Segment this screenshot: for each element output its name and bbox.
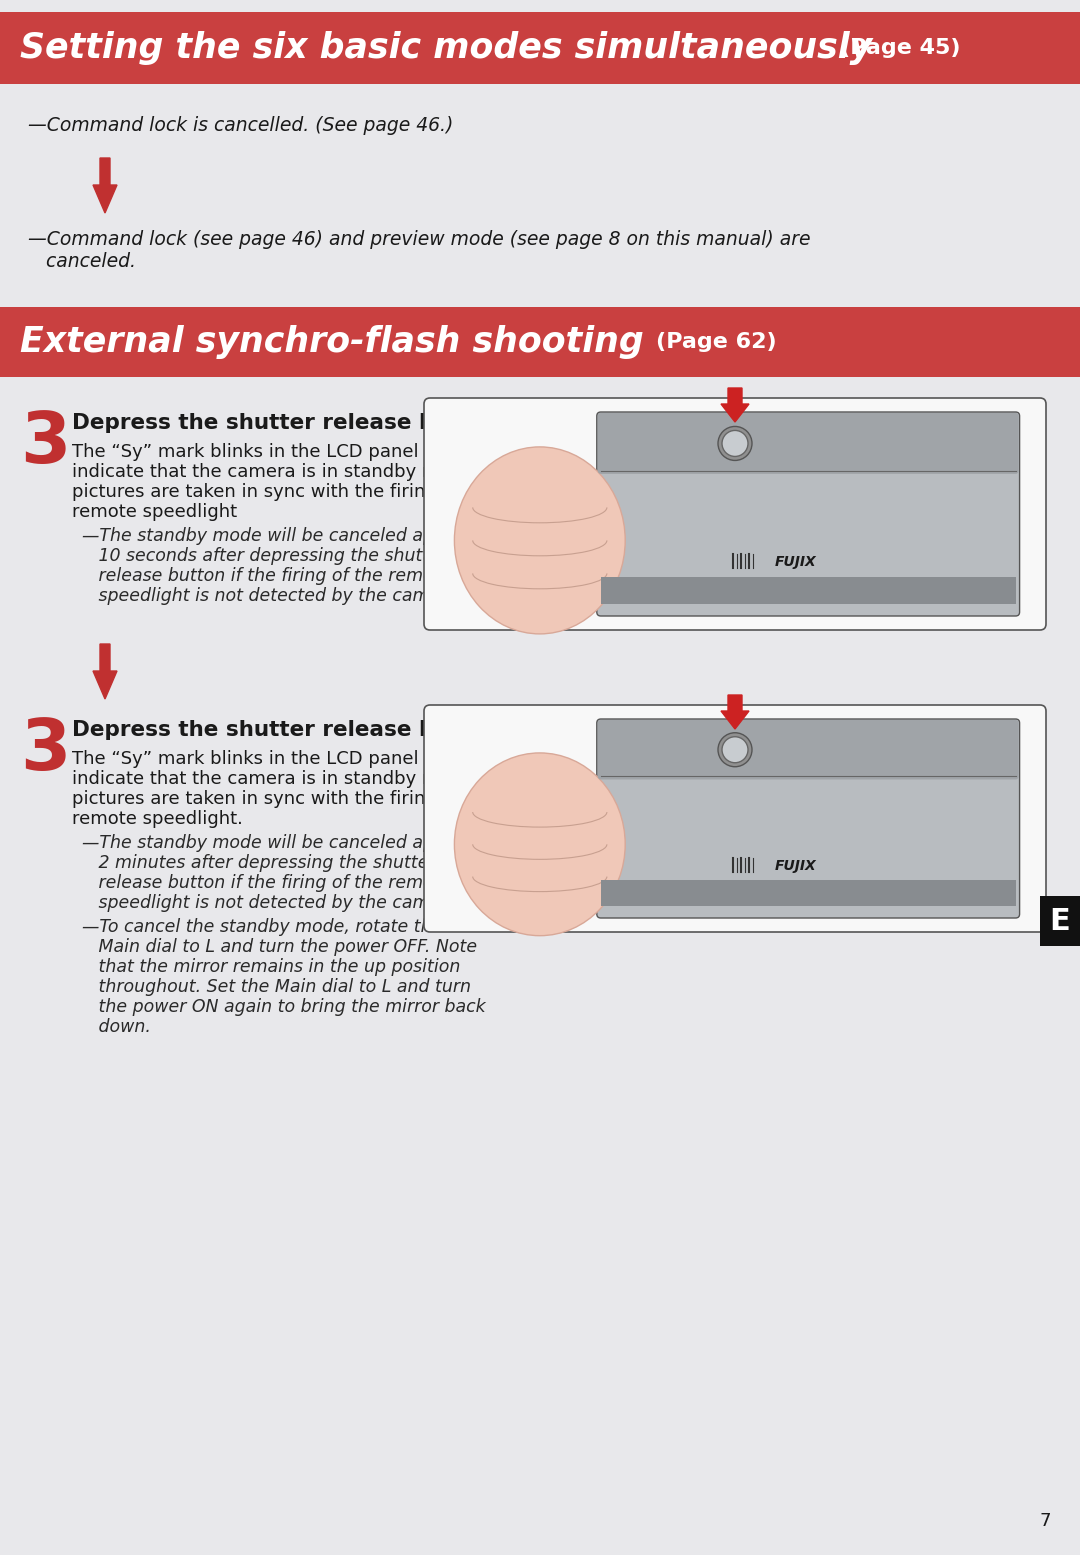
Text: —Command lock is cancelled. (See page 46.): —Command lock is cancelled. (See page 46… bbox=[28, 117, 454, 135]
Ellipse shape bbox=[455, 446, 625, 634]
Text: E: E bbox=[1050, 907, 1070, 936]
Circle shape bbox=[718, 426, 752, 460]
Circle shape bbox=[723, 431, 748, 457]
Text: canceled.: canceled. bbox=[28, 252, 136, 271]
Text: Main dial to L and turn the power OFF. Note: Main dial to L and turn the power OFF. N… bbox=[82, 938, 477, 956]
FancyBboxPatch shape bbox=[598, 720, 1018, 779]
Text: 3: 3 bbox=[21, 409, 70, 477]
FancyBboxPatch shape bbox=[0, 12, 1080, 84]
Text: release button if the firing of the remote: release button if the firing of the remo… bbox=[82, 568, 451, 585]
Text: Depress the shutter release button.: Depress the shutter release button. bbox=[72, 414, 509, 432]
Text: that the mirror remains in the up position: that the mirror remains in the up positi… bbox=[82, 958, 460, 977]
Text: The “Sy” mark blinks in the LCD panel to: The “Sy” mark blinks in the LCD panel to bbox=[72, 443, 443, 460]
FancyBboxPatch shape bbox=[597, 718, 1020, 917]
Polygon shape bbox=[721, 389, 750, 421]
Polygon shape bbox=[93, 159, 117, 213]
Text: (Page 62): (Page 62) bbox=[656, 333, 777, 351]
FancyBboxPatch shape bbox=[600, 577, 1015, 605]
Text: —The standby mode will be canceled approx.: —The standby mode will be canceled appro… bbox=[82, 527, 478, 544]
FancyBboxPatch shape bbox=[597, 412, 1020, 616]
Text: throughout. Set the Main dial to L and turn: throughout. Set the Main dial to L and t… bbox=[82, 978, 471, 997]
Text: the power ON again to bring the mirror back: the power ON again to bring the mirror b… bbox=[82, 998, 486, 1015]
Text: 7: 7 bbox=[1039, 1511, 1051, 1530]
Text: 3: 3 bbox=[21, 715, 70, 785]
FancyBboxPatch shape bbox=[1040, 896, 1080, 945]
Text: 10 seconds after depressing the shutter: 10 seconds after depressing the shutter bbox=[82, 547, 447, 564]
Text: (Page 45): (Page 45) bbox=[840, 37, 960, 58]
Text: —Command lock (see page 46) and preview mode (see page 8 on this manual) are: —Command lock (see page 46) and preview … bbox=[28, 230, 810, 249]
Text: —The standby mode will be canceled approx.: —The standby mode will be canceled appro… bbox=[82, 833, 478, 852]
Text: —To cancel the standby mode, rotate the: —To cancel the standby mode, rotate the bbox=[82, 917, 443, 936]
Text: pictures are taken in sync with the firing of the: pictures are taken in sync with the firi… bbox=[72, 484, 495, 501]
Text: Setting the six basic modes simultaneously: Setting the six basic modes simultaneous… bbox=[21, 31, 873, 65]
FancyBboxPatch shape bbox=[0, 306, 1080, 376]
Text: Depress the shutter release button.: Depress the shutter release button. bbox=[72, 720, 509, 740]
Polygon shape bbox=[93, 644, 117, 700]
Text: External synchro-flash shooting: External synchro-flash shooting bbox=[21, 325, 644, 359]
Text: speedlight is not detected by the camera.: speedlight is not detected by the camera… bbox=[82, 586, 463, 605]
Text: remote speedlight: remote speedlight bbox=[72, 502, 238, 521]
Text: 2 minutes after depressing the shutter: 2 minutes after depressing the shutter bbox=[82, 854, 435, 872]
Text: release button if the firing of the remote: release button if the firing of the remo… bbox=[82, 874, 451, 893]
Text: speedlight is not detected by the camera.: speedlight is not detected by the camera… bbox=[82, 894, 463, 911]
Text: The “Sy” mark blinks in the LCD panel to: The “Sy” mark blinks in the LCD panel to bbox=[72, 750, 443, 768]
Circle shape bbox=[718, 732, 752, 767]
Circle shape bbox=[723, 737, 748, 764]
Text: FUJIX: FUJIX bbox=[775, 858, 816, 872]
Text: indicate that the camera is in standby mode;: indicate that the camera is in standby m… bbox=[72, 463, 480, 480]
FancyBboxPatch shape bbox=[600, 880, 1015, 907]
FancyBboxPatch shape bbox=[424, 398, 1047, 630]
Text: remote speedlight.: remote speedlight. bbox=[72, 810, 243, 827]
Polygon shape bbox=[721, 695, 750, 729]
Text: indicate that the camera is in standby mode;: indicate that the camera is in standby m… bbox=[72, 770, 480, 788]
Text: pictures are taken in sync with the firing of the: pictures are taken in sync with the firi… bbox=[72, 790, 495, 809]
Text: down.: down. bbox=[82, 1019, 151, 1036]
FancyBboxPatch shape bbox=[598, 414, 1018, 474]
FancyBboxPatch shape bbox=[424, 704, 1047, 931]
Ellipse shape bbox=[455, 753, 625, 936]
Text: FUJIX: FUJIX bbox=[775, 555, 816, 569]
